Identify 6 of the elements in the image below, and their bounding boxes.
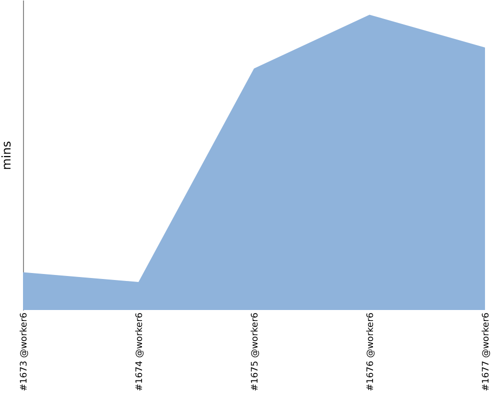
x-tick-label: #1675 @worker6 bbox=[250, 312, 260, 392]
x-tick-label: #1676 @worker6 bbox=[366, 312, 376, 392]
x-tick-label: #1677 @worker6 bbox=[482, 312, 492, 392]
y-axis-title: mins bbox=[0, 141, 14, 170]
x-tick-label: #1674 @worker6 bbox=[135, 312, 145, 392]
x-tick-label: #1673 @worker6 bbox=[20, 312, 30, 392]
